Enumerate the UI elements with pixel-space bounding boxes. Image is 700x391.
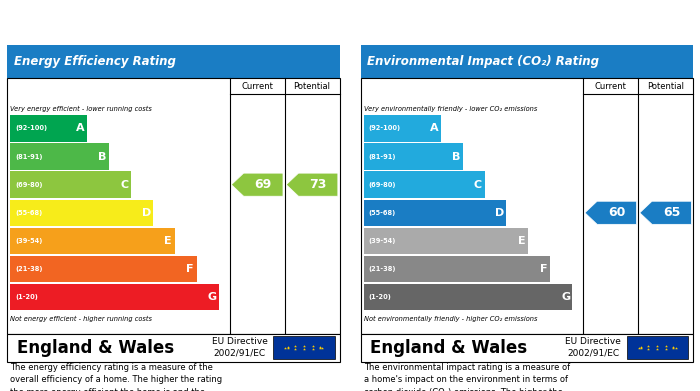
Text: Current: Current xyxy=(241,82,273,91)
Text: 60: 60 xyxy=(608,206,626,219)
Text: EU Directive
2002/91/EC: EU Directive 2002/91/EC xyxy=(212,337,267,358)
Bar xyxy=(10,256,197,282)
Text: B: B xyxy=(452,152,460,161)
Bar xyxy=(273,336,335,359)
Text: C: C xyxy=(474,180,482,190)
Text: (92-100): (92-100) xyxy=(369,126,401,131)
Bar xyxy=(364,143,463,170)
Text: C: C xyxy=(120,180,128,190)
Bar xyxy=(10,199,153,226)
Text: (81-91): (81-91) xyxy=(15,154,43,160)
Text: England & Wales: England & Wales xyxy=(17,339,174,357)
Bar xyxy=(10,115,87,142)
Text: (55-68): (55-68) xyxy=(369,210,396,216)
Text: E: E xyxy=(164,236,172,246)
Text: B: B xyxy=(98,152,106,161)
Text: F: F xyxy=(186,264,194,274)
Bar xyxy=(364,172,484,198)
Text: F: F xyxy=(540,264,547,274)
Text: The environmental impact rating is a measure of
a home's impact on the environme: The environmental impact rating is a mea… xyxy=(364,362,570,391)
Text: (39-54): (39-54) xyxy=(369,238,396,244)
Bar xyxy=(10,228,175,254)
Bar xyxy=(364,199,507,226)
Text: D: D xyxy=(141,208,151,218)
Bar xyxy=(360,78,693,334)
Text: The energy efficiency rating is a measure of the
overall efficiency of a home. T: The energy efficiency rating is a measur… xyxy=(10,362,223,391)
Text: (55-68): (55-68) xyxy=(15,210,43,216)
Text: E: E xyxy=(518,236,526,246)
Text: (21-38): (21-38) xyxy=(369,266,396,272)
Text: (69-80): (69-80) xyxy=(15,182,43,188)
Bar xyxy=(10,172,131,198)
Bar xyxy=(7,45,340,78)
Bar xyxy=(364,115,440,142)
Bar xyxy=(364,256,550,282)
Text: (1-20): (1-20) xyxy=(15,294,38,300)
Text: (92-100): (92-100) xyxy=(15,126,48,131)
Text: 69: 69 xyxy=(255,178,272,191)
Text: EU Directive
2002/91/EC: EU Directive 2002/91/EC xyxy=(566,337,621,358)
Polygon shape xyxy=(585,201,636,224)
Text: (81-91): (81-91) xyxy=(369,154,396,160)
Bar xyxy=(10,284,219,310)
Text: A: A xyxy=(430,124,438,133)
Text: (21-38): (21-38) xyxy=(15,266,43,272)
Text: 73: 73 xyxy=(309,178,327,191)
Text: Not environmentally friendly - higher CO₂ emissions: Not environmentally friendly - higher CO… xyxy=(364,316,538,322)
Bar xyxy=(364,228,528,254)
Text: Environmental Impact (CO₂) Rating: Environmental Impact (CO₂) Rating xyxy=(367,55,599,68)
Text: 65: 65 xyxy=(663,206,680,219)
Text: England & Wales: England & Wales xyxy=(370,339,528,357)
Bar xyxy=(10,143,109,170)
Text: A: A xyxy=(76,124,85,133)
Text: Energy Efficiency Rating: Energy Efficiency Rating xyxy=(14,55,176,68)
Text: Very environmentally friendly - lower CO₂ emissions: Very environmentally friendly - lower CO… xyxy=(364,106,537,112)
Text: G: G xyxy=(208,292,217,302)
Text: G: G xyxy=(561,292,570,302)
Polygon shape xyxy=(286,173,338,196)
Text: Very energy efficient - lower running costs: Very energy efficient - lower running co… xyxy=(10,106,152,112)
Text: Current: Current xyxy=(595,82,626,91)
Text: (69-80): (69-80) xyxy=(369,182,396,188)
Text: (39-54): (39-54) xyxy=(15,238,43,244)
Text: Potential: Potential xyxy=(647,82,684,91)
Polygon shape xyxy=(640,201,692,224)
Text: Potential: Potential xyxy=(293,82,330,91)
Text: Not energy efficient - higher running costs: Not energy efficient - higher running co… xyxy=(10,316,153,322)
Bar xyxy=(626,336,688,359)
Text: (1-20): (1-20) xyxy=(369,294,392,300)
Text: D: D xyxy=(495,208,505,218)
Bar xyxy=(360,45,693,78)
Bar xyxy=(364,284,573,310)
Polygon shape xyxy=(232,173,283,196)
Bar xyxy=(7,78,340,334)
